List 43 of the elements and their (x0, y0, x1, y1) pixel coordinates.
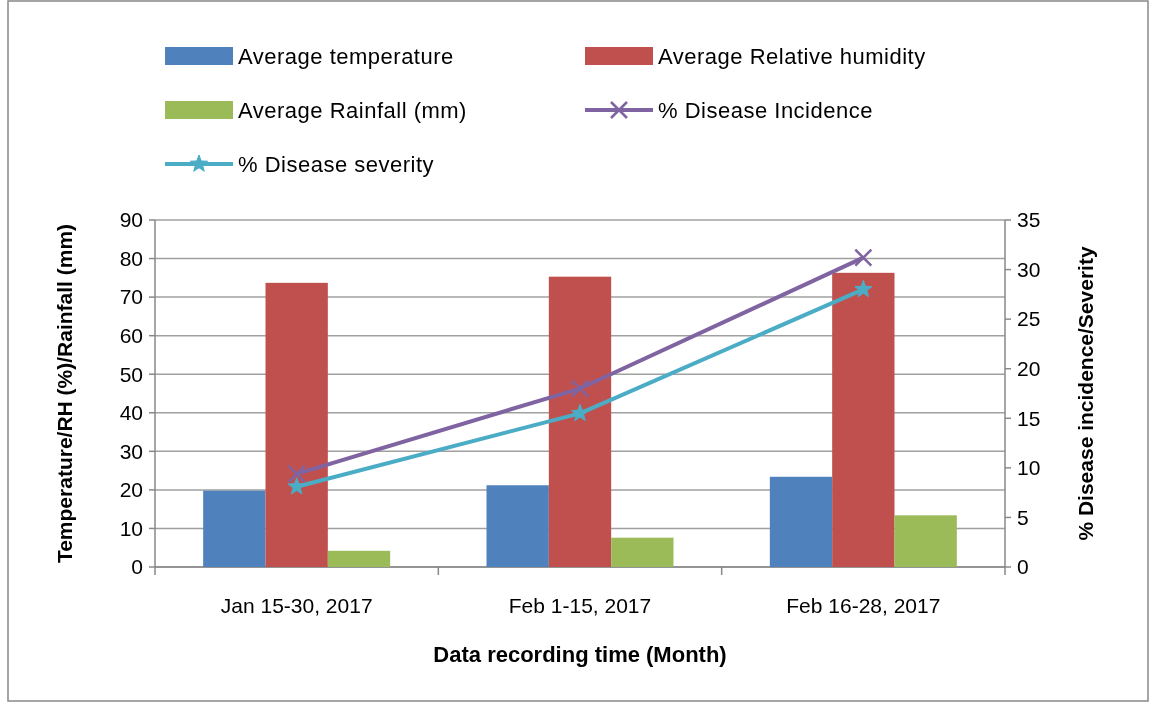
point (287, 464, 306, 484)
y2-tick-label: 5 (1017, 505, 1029, 529)
y-tick-label: 20 (119, 478, 143, 502)
y2-tick-label: 20 (1017, 357, 1041, 381)
y2-tick-label: 0 (1017, 555, 1029, 579)
bar (611, 537, 674, 567)
legend-label: % Disease severity (238, 151, 435, 177)
x-tick-label: Feb 16-28, 2017 (786, 594, 941, 617)
bar (203, 490, 266, 567)
point (570, 379, 590, 398)
legend-label: Average Relative humidity (658, 43, 926, 69)
legend-label: Average temperature (238, 43, 454, 69)
point (570, 403, 590, 422)
y2-tick-label: 15 (1017, 406, 1041, 430)
y-tick-label: 70 (119, 285, 143, 309)
y2-tick-label: 35 (1017, 208, 1041, 232)
y-axis-title: Temperature/RH (%)/Rainfall (mm) (53, 223, 76, 564)
y2-axis-title: % Disease incidence/Severity (1074, 246, 1097, 541)
point (854, 248, 873, 267)
y-tick-label: 30 (119, 439, 143, 463)
bar (894, 515, 957, 567)
x-tick-label: Jan 15-30, 2017 (220, 594, 373, 617)
x-axis-title: Data recording time (Month) (433, 642, 727, 667)
bar (327, 550, 391, 567)
y-tick-label: 50 (119, 362, 143, 386)
y-tick-label: 0 (131, 555, 143, 579)
bar (832, 272, 895, 567)
legend-label: % Disease Incidence (658, 97, 873, 123)
bar (769, 476, 833, 567)
bar (548, 276, 612, 567)
legend-label: Average Rainfall (mm) (238, 97, 467, 123)
y-tick-label: 80 (119, 246, 143, 270)
point (854, 279, 873, 298)
x-tick-label: Feb 1-15, 2017 (508, 594, 652, 617)
bar (486, 485, 549, 567)
y2-tick-label: 25 (1017, 307, 1041, 331)
y-tick-label: 90 (119, 208, 143, 232)
y-tick-label: 10 (119, 516, 143, 540)
y-tick-label: 40 (119, 401, 143, 425)
y2-tick-label: 30 (1017, 257, 1041, 281)
y-tick-label: 60 (119, 324, 143, 348)
y2-tick-label: 10 (1017, 456, 1041, 480)
bar (265, 282, 328, 567)
